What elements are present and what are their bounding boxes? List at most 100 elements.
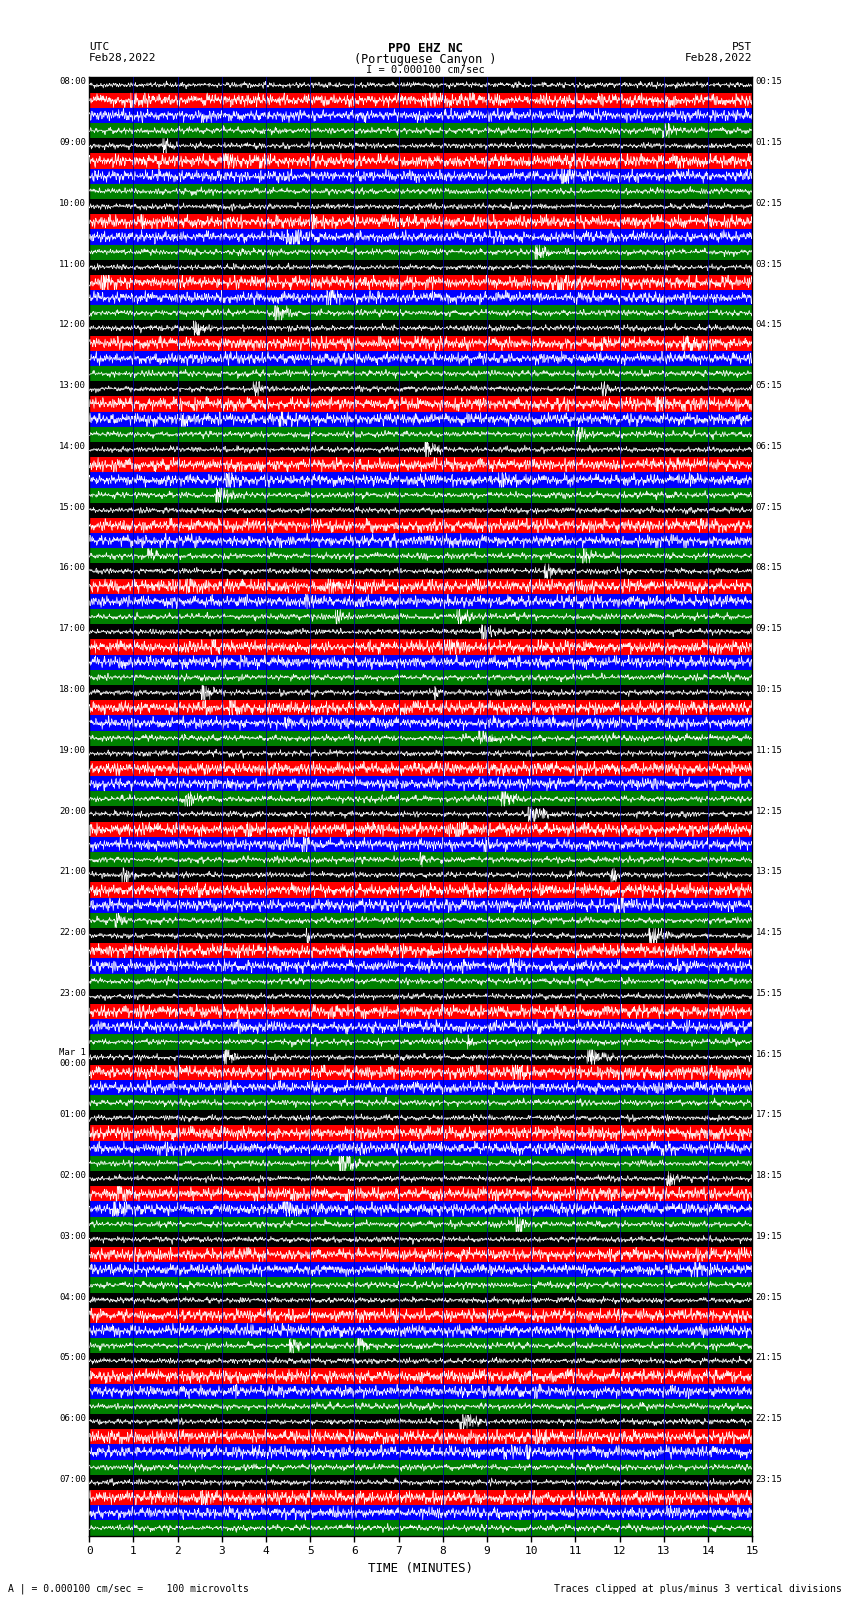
Text: 12:15: 12:15 xyxy=(756,806,783,816)
Bar xyxy=(89,305,752,321)
Text: 22:00: 22:00 xyxy=(59,927,86,937)
Bar xyxy=(89,700,752,716)
Bar xyxy=(89,1353,752,1368)
Bar xyxy=(89,594,752,610)
Bar xyxy=(89,274,752,290)
Bar xyxy=(89,610,752,624)
Bar xyxy=(89,1292,752,1308)
Bar xyxy=(89,927,752,944)
Text: Mar 1: Mar 1 xyxy=(59,1048,86,1057)
Text: 05:00: 05:00 xyxy=(59,1353,86,1363)
Text: 07:00: 07:00 xyxy=(59,1474,86,1484)
Text: (Portuguese Canyon ): (Portuguese Canyon ) xyxy=(354,53,496,66)
Text: 16:00: 16:00 xyxy=(59,563,86,573)
Bar xyxy=(89,852,752,868)
Text: 05:15: 05:15 xyxy=(756,381,783,390)
Text: 09:00: 09:00 xyxy=(59,139,86,147)
Bar xyxy=(89,1003,752,1019)
Bar xyxy=(89,123,752,139)
Text: 17:15: 17:15 xyxy=(756,1110,783,1119)
Bar xyxy=(89,1186,752,1202)
Bar xyxy=(89,1490,752,1505)
Text: 06:15: 06:15 xyxy=(756,442,783,452)
Bar xyxy=(89,1110,752,1126)
Bar xyxy=(89,336,752,352)
Text: 16:15: 16:15 xyxy=(756,1050,783,1058)
Bar xyxy=(89,427,752,442)
Text: 02:00: 02:00 xyxy=(59,1171,86,1181)
Text: 04:00: 04:00 xyxy=(59,1292,86,1302)
Text: 20:15: 20:15 xyxy=(756,1292,783,1302)
Text: 18:15: 18:15 xyxy=(756,1171,783,1181)
Bar xyxy=(89,1445,752,1460)
Text: 04:15: 04:15 xyxy=(756,321,783,329)
Bar xyxy=(89,1232,752,1247)
Bar xyxy=(89,792,752,806)
Text: 01:15: 01:15 xyxy=(756,139,783,147)
Bar xyxy=(89,1474,752,1490)
Bar xyxy=(89,1065,752,1081)
Bar xyxy=(89,215,752,229)
Text: 20:00: 20:00 xyxy=(59,806,86,816)
Bar xyxy=(89,473,752,487)
Bar xyxy=(89,579,752,594)
Bar xyxy=(89,731,752,745)
Bar xyxy=(89,1384,752,1398)
Text: 14:00: 14:00 xyxy=(59,442,86,452)
Bar xyxy=(89,686,752,700)
Text: 21:15: 21:15 xyxy=(756,1353,783,1363)
Text: 19:00: 19:00 xyxy=(59,745,86,755)
Bar xyxy=(89,1216,752,1232)
Bar xyxy=(89,821,752,837)
Bar xyxy=(89,139,752,153)
Bar xyxy=(89,1171,752,1186)
Text: 15:15: 15:15 xyxy=(756,989,783,998)
Bar xyxy=(89,1323,752,1339)
Text: 18:00: 18:00 xyxy=(59,686,86,694)
Bar xyxy=(89,169,752,184)
Bar xyxy=(89,761,752,776)
Bar xyxy=(89,1460,752,1474)
Bar xyxy=(89,1368,752,1384)
Bar xyxy=(89,487,752,503)
Text: Traces clipped at plus/minus 3 vertical divisions: Traces clipped at plus/minus 3 vertical … xyxy=(553,1584,842,1594)
Bar xyxy=(89,1429,752,1444)
Bar xyxy=(89,366,752,381)
Text: I = 0.000100 cm/sec: I = 0.000100 cm/sec xyxy=(366,65,484,74)
Bar xyxy=(89,745,752,761)
Bar xyxy=(89,837,752,852)
Bar xyxy=(89,1095,752,1110)
Bar xyxy=(89,1202,752,1216)
Bar xyxy=(89,639,752,655)
Bar xyxy=(89,1247,752,1261)
Text: 03:15: 03:15 xyxy=(756,260,783,269)
Bar xyxy=(89,260,752,274)
Text: 13:15: 13:15 xyxy=(756,868,783,876)
Text: 00:15: 00:15 xyxy=(756,77,783,87)
Text: 10:00: 10:00 xyxy=(59,198,86,208)
Text: Feb28,2022: Feb28,2022 xyxy=(89,53,156,63)
Bar xyxy=(89,913,752,927)
Text: 17:00: 17:00 xyxy=(59,624,86,634)
Bar xyxy=(89,92,752,108)
Text: 01:00: 01:00 xyxy=(59,1110,86,1119)
Bar xyxy=(89,108,752,123)
Bar xyxy=(89,563,752,579)
Bar xyxy=(89,153,752,169)
Bar xyxy=(89,184,752,198)
Bar xyxy=(89,397,752,411)
Text: 11:00: 11:00 xyxy=(59,260,86,269)
Bar xyxy=(89,1261,752,1277)
Text: 02:15: 02:15 xyxy=(756,198,783,208)
Text: Feb28,2022: Feb28,2022 xyxy=(685,53,752,63)
Text: 00:00: 00:00 xyxy=(59,1060,86,1068)
Text: 03:00: 03:00 xyxy=(59,1232,86,1240)
Text: 23:15: 23:15 xyxy=(756,1474,783,1484)
Text: 06:00: 06:00 xyxy=(59,1415,86,1423)
Bar xyxy=(89,1140,752,1157)
Bar xyxy=(89,1081,752,1095)
Text: 15:00: 15:00 xyxy=(59,503,86,511)
Bar xyxy=(89,669,752,686)
Bar xyxy=(89,944,752,958)
Bar xyxy=(89,290,752,305)
